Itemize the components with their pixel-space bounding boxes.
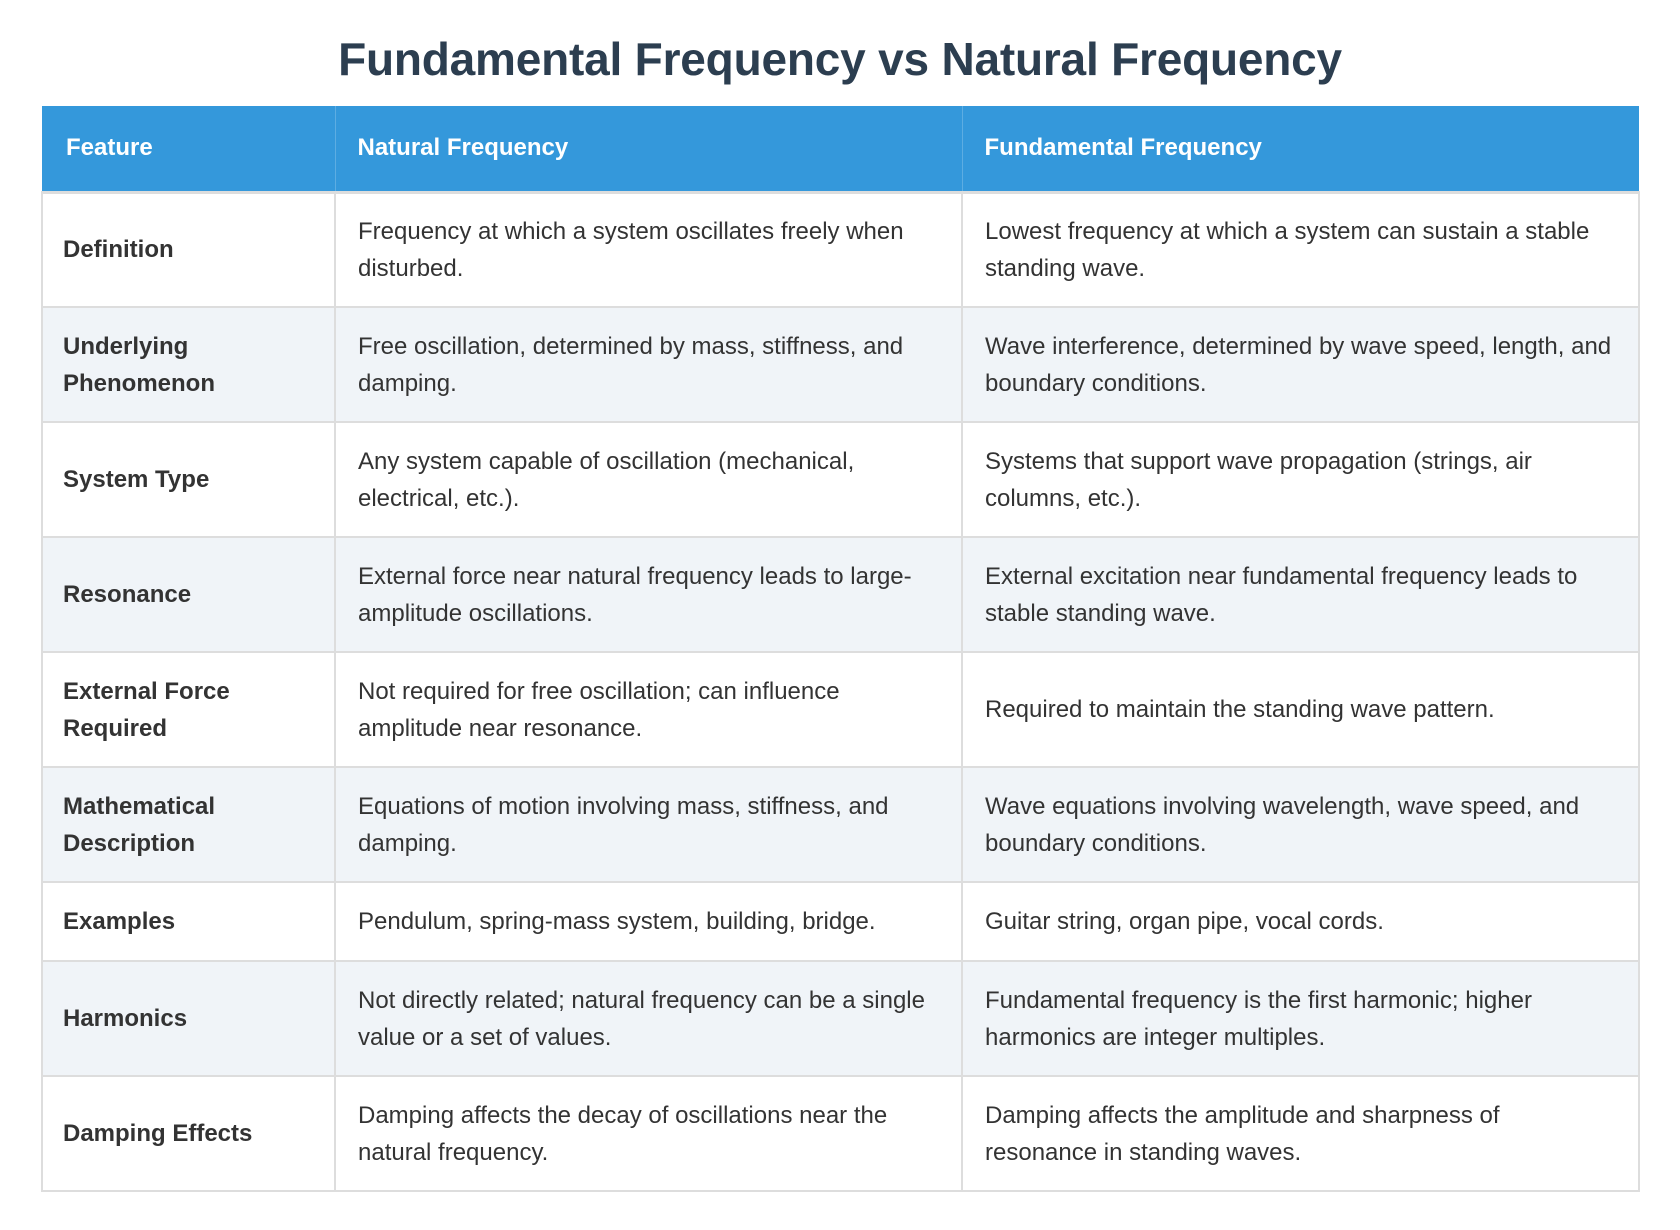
header-feature: Feature: [42, 106, 335, 194]
feature-cell: Harmonics: [41, 960, 336, 1077]
fundamental-frequency-cell: Fundamental frequency is the first harmo…: [961, 960, 1640, 1077]
fundamental-frequency-cell: Systems that support wave propagation (s…: [961, 421, 1640, 538]
page-title: Fundamental Frequency vs Natural Frequen…: [338, 33, 1342, 85]
feature-cell: Damping Effects: [41, 1075, 336, 1192]
natural-frequency-cell: Any system capable of oscillation (mecha…: [334, 421, 963, 538]
fundamental-frequency-cell: Required to maintain the standing wave p…: [961, 651, 1640, 768]
table-row-underlying-phenomenon: Underlying Phenomenon Free oscillation, …: [41, 306, 1640, 423]
feature-cell: Underlying Phenomenon: [41, 306, 336, 423]
natural-frequency-cell: Frequency at which a system oscillates f…: [334, 191, 963, 308]
feature-cell: Resonance: [41, 536, 336, 653]
table-row-definition: Definition Frequency at which a system o…: [41, 191, 1640, 308]
fundamental-frequency-cell: Damping affects the amplitude and sharpn…: [961, 1075, 1640, 1192]
table-row-harmonics: Harmonics Not directly related; natural …: [41, 960, 1640, 1077]
header-fundamental-frequency: Fundamental Frequency: [961, 106, 1639, 194]
fundamental-frequency-cell: Wave equations involving wavelength, wav…: [961, 766, 1640, 883]
header-natural-frequency: Natural Frequency: [334, 106, 962, 194]
natural-frequency-cell: Not required for free oscillation; can i…: [334, 651, 963, 768]
table-row-damping-effects: Damping Effects Damping affects the deca…: [41, 1075, 1640, 1192]
fundamental-frequency-cell: Wave interference, determined by wave sp…: [961, 306, 1640, 423]
fundamental-frequency-cell: External excitation near fundamental fre…: [961, 536, 1640, 653]
natural-frequency-cell: Not directly related; natural frequency …: [334, 960, 963, 1077]
feature-cell: Mathematical Description: [41, 766, 336, 883]
fundamental-frequency-cell: Guitar string, organ pipe, vocal cords.: [961, 881, 1640, 962]
fundamental-frequency-cell: Lowest frequency at which a system can s…: [961, 191, 1640, 308]
natural-frequency-cell: Equations of motion involving mass, stif…: [334, 766, 963, 883]
table-row-system-type: System Type Any system capable of oscill…: [41, 421, 1640, 538]
feature-cell: System Type: [41, 421, 336, 538]
natural-frequency-cell: Free oscillation, determined by mass, st…: [334, 306, 963, 423]
table-row-mathematical-description: Mathematical Description Equations of mo…: [41, 766, 1640, 883]
table-row-examples: Examples Pendulum, spring-mass system, b…: [41, 881, 1640, 962]
comparison-table: Feature Natural Frequency Fundamental Fr…: [41, 106, 1640, 1192]
table-row-external-force-required: External Force Required Not required for…: [41, 651, 1640, 768]
table-header: Feature Natural Frequency Fundamental Fr…: [42, 106, 1639, 194]
natural-frequency-cell: Pendulum, spring-mass system, building, …: [334, 881, 963, 962]
header-row: Feature Natural Frequency Fundamental Fr…: [42, 106, 1639, 194]
natural-frequency-cell: External force near natural frequency le…: [334, 536, 963, 653]
feature-cell: Examples: [41, 881, 336, 962]
table-body: Definition Frequency at which a system o…: [41, 191, 1640, 1192]
feature-cell: Definition: [41, 191, 336, 308]
feature-cell: External Force Required: [41, 651, 336, 768]
natural-frequency-cell: Damping affects the decay of oscillation…: [334, 1075, 963, 1192]
table-row-resonance: Resonance External force near natural fr…: [41, 536, 1640, 653]
